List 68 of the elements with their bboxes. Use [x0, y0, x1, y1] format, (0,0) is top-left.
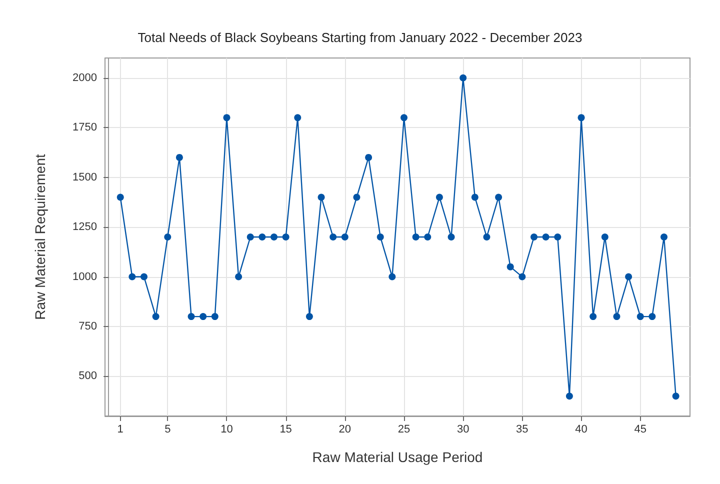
point — [164, 234, 172, 240]
y-axis-title: Raw Material Requirement — [32, 154, 48, 320]
x-tick-label: 30 — [456, 424, 470, 436]
point — [188, 313, 195, 320]
point — [566, 392, 573, 400]
point — [530, 234, 538, 240]
point — [506, 263, 514, 270]
x-tick-label: 10 — [220, 424, 233, 436]
point — [246, 234, 254, 240]
x-axis-title: Raw Material Usage Period — [312, 449, 483, 465]
chart-title: Total Needs of Black Soybeans Starting from January 2022 - December 2023 — [138, 30, 582, 45]
point — [365, 154, 372, 161]
point — [388, 273, 396, 280]
point — [353, 194, 360, 201]
y-tick-label: 750 — [78, 320, 97, 332]
point — [590, 313, 597, 320]
y-tick-label: 1500 — [72, 171, 97, 184]
point — [542, 234, 550, 240]
point — [660, 234, 668, 240]
x-tick-label: 15 — [280, 424, 292, 436]
point — [424, 234, 432, 240]
x-tick-label: 35 — [516, 424, 528, 436]
point — [601, 234, 608, 240]
x-tick-label: 40 — [575, 424, 588, 436]
x-tick-label: 20 — [338, 424, 352, 436]
point — [412, 234, 420, 240]
point — [176, 154, 183, 161]
point — [636, 313, 644, 320]
point — [258, 234, 266, 240]
point — [235, 273, 242, 280]
point — [460, 74, 467, 82]
point — [578, 114, 585, 122]
point — [483, 234, 490, 240]
point — [376, 234, 384, 240]
point — [140, 273, 148, 280]
point — [672, 392, 680, 400]
y-tick-label: 500 — [78, 370, 97, 382]
point — [318, 194, 325, 201]
y-tick-label: 1250 — [72, 221, 97, 234]
y-tick-label: 1000 — [72, 270, 97, 283]
point — [613, 313, 620, 320]
x-tick-label: 5 — [164, 424, 171, 436]
point — [128, 273, 136, 280]
point — [625, 273, 632, 280]
point — [448, 234, 455, 240]
point — [200, 313, 207, 320]
x-tick-label: 25 — [398, 424, 410, 436]
point — [152, 313, 160, 320]
y-tick-label: 1750 — [72, 122, 97, 134]
point — [495, 194, 502, 201]
point — [282, 234, 290, 240]
point — [400, 114, 408, 122]
point — [518, 273, 526, 280]
point — [554, 234, 562, 240]
point — [341, 234, 348, 240]
point — [294, 114, 302, 122]
x-tick-label: 1 — [117, 424, 124, 436]
point — [648, 313, 656, 320]
point — [211, 313, 218, 320]
y-tick-label: 2000 — [72, 72, 97, 84]
point — [270, 234, 278, 240]
x-tick-label: 45 — [634, 424, 646, 436]
point — [330, 234, 337, 240]
point — [471, 194, 478, 201]
point — [436, 194, 443, 201]
point — [223, 114, 230, 122]
point — [306, 313, 313, 320]
point — [116, 194, 124, 201]
